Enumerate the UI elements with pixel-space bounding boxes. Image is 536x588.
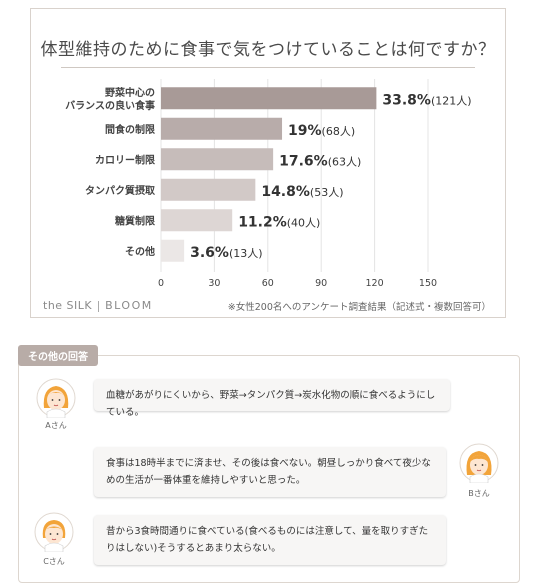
data-label-count: (53人) bbox=[310, 186, 344, 199]
bar bbox=[161, 239, 185, 262]
category-label: バランスの良い食事 bbox=[65, 99, 155, 112]
answer-c-bubble: 昔から3食時間通りに食べている(食べるものには注意して、量を取りすぎたりはしない… bbox=[94, 515, 446, 565]
data-label-percent: 14.8% bbox=[261, 184, 310, 200]
category-label: その他 bbox=[125, 245, 155, 258]
x-tick-label: 30 bbox=[208, 278, 220, 289]
bar bbox=[161, 178, 256, 201]
data-label: 17.6%(63人) bbox=[279, 153, 361, 169]
data-label: 11.2%(40人) bbox=[238, 214, 320, 230]
category-label: タンパク質摂取 bbox=[85, 184, 156, 197]
data-label-count: (68人) bbox=[322, 125, 356, 138]
bar bbox=[161, 209, 233, 232]
survey-note: ※女性200名へのアンケート調査結果（記述式・複数回答可） bbox=[227, 302, 491, 313]
other-answers-tag: その他の回答 bbox=[18, 345, 98, 366]
avatar-c-icon bbox=[34, 512, 74, 552]
data-label: 33.8%(121人) bbox=[382, 92, 471, 108]
chart-card: 体型維持のために食事で気をつけていることは何ですか？ 0 30 60 90 120 150… bbox=[30, 8, 506, 318]
data-label-count: (13人) bbox=[229, 247, 263, 260]
brand-logo: the SILK BLOOM bbox=[43, 299, 153, 312]
data-label-count: (40人) bbox=[287, 216, 321, 229]
category-label: カロリー制限 bbox=[95, 153, 156, 166]
avatar-a-name: Aさん bbox=[45, 421, 67, 430]
data-label-percent: 17.6% bbox=[279, 153, 328, 169]
bar bbox=[161, 148, 274, 171]
brand-name: the SILK bbox=[43, 299, 93, 312]
title-divider bbox=[61, 67, 475, 68]
brand-sub: BLOOM bbox=[105, 299, 153, 312]
data-label: 14.8%(53人) bbox=[261, 184, 343, 200]
data-label-percent: 11.2% bbox=[238, 214, 287, 230]
answer-a-bubble: 血糖があがりにくいから、野菜→タンパク質→炭水化物の順に食べるようにしている。 bbox=[94, 379, 450, 418]
data-label-percent: 19% bbox=[288, 123, 322, 139]
x-tick-label: 0 bbox=[158, 278, 164, 289]
brand-separator bbox=[98, 300, 100, 312]
bar bbox=[161, 87, 377, 110]
answer-b-bubble: 食事は18時半までに済ませ、その後は食べない。朝昼しっかり食べて夜少なめの生活が… bbox=[94, 447, 446, 497]
data-label: 19%(68人) bbox=[288, 123, 355, 139]
x-tick-label: 150 bbox=[419, 278, 437, 289]
data-label-count: (63人) bbox=[328, 155, 362, 168]
category-label: 糖質制限 bbox=[115, 214, 156, 227]
x-tick-label: 120 bbox=[366, 278, 384, 289]
category-label: 野菜中心の bbox=[105, 86, 155, 99]
bar bbox=[161, 117, 283, 140]
data-label-count: (121人) bbox=[431, 94, 472, 107]
avatar-b-name: Bさん bbox=[468, 489, 490, 498]
data-label-percent: 3.6% bbox=[190, 245, 229, 261]
data-label: 3.6%(13人) bbox=[190, 245, 262, 261]
data-label-percent: 33.8% bbox=[382, 92, 431, 108]
avatar-b-icon bbox=[459, 443, 499, 483]
category-label: 間食の制限 bbox=[105, 123, 156, 136]
avatar-a-icon bbox=[36, 378, 76, 418]
x-tick-label: 60 bbox=[262, 278, 274, 289]
avatar-c-name: Cさん bbox=[43, 557, 65, 566]
x-tick-label: 90 bbox=[315, 278, 327, 289]
chart-title: 体型維持のために食事で気をつけていることは何ですか？ bbox=[40, 40, 496, 60]
